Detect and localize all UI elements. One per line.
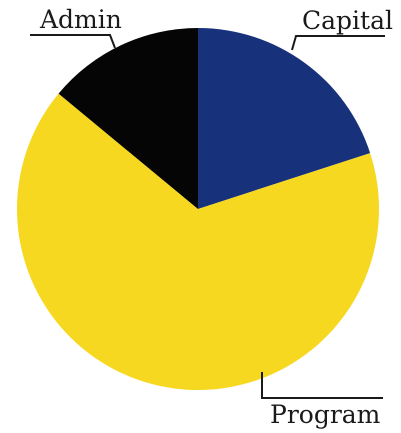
capital-label: Capital bbox=[302, 6, 393, 35]
program-leader-line bbox=[261, 372, 383, 399]
admin-label: Admin bbox=[39, 5, 122, 34]
admin-leader-line bbox=[30, 34, 116, 49]
pie-slice-program bbox=[17, 93, 380, 391]
pie-slices bbox=[17, 28, 380, 391]
program-label: Program bbox=[270, 400, 381, 429]
capital-leader-line bbox=[291, 35, 385, 51]
pie-slice-admin bbox=[58, 28, 198, 209]
pie-slice-capital bbox=[198, 28, 371, 209]
